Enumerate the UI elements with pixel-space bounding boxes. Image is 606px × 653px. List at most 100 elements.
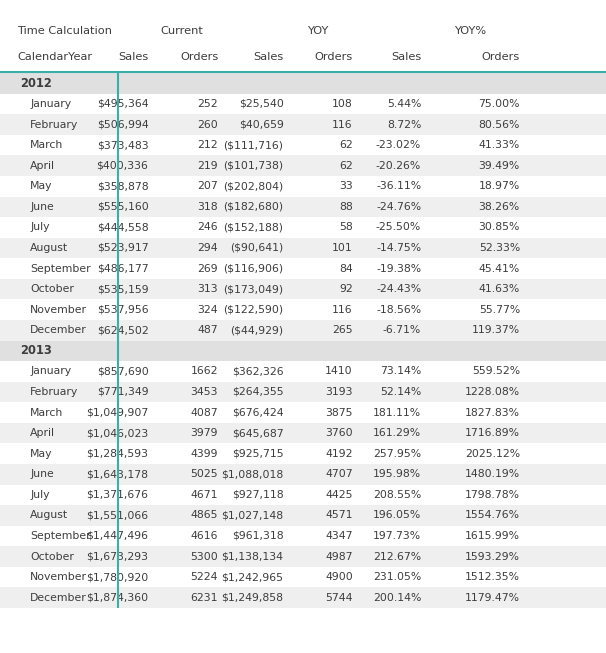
Text: 1827.83%: 1827.83% bbox=[465, 407, 520, 417]
Text: 45.41%: 45.41% bbox=[479, 264, 520, 274]
Text: 4865: 4865 bbox=[191, 511, 218, 520]
Text: 58: 58 bbox=[339, 223, 353, 232]
Text: 4571: 4571 bbox=[325, 511, 353, 520]
Text: November: November bbox=[30, 572, 87, 582]
Text: ($101,738): ($101,738) bbox=[224, 161, 284, 170]
Text: ($116,906): ($116,906) bbox=[224, 264, 284, 274]
Text: YOY%: YOY% bbox=[454, 26, 487, 37]
Text: 294: 294 bbox=[198, 243, 218, 253]
Text: $523,917: $523,917 bbox=[97, 243, 148, 253]
Text: 1554.76%: 1554.76% bbox=[465, 511, 520, 520]
Text: $537,956: $537,956 bbox=[97, 305, 148, 315]
Text: $373,483: $373,483 bbox=[97, 140, 148, 150]
Text: 116: 116 bbox=[332, 305, 353, 315]
Text: Current: Current bbox=[161, 26, 203, 37]
Text: 5224: 5224 bbox=[191, 572, 218, 582]
Text: 4192: 4192 bbox=[325, 449, 353, 458]
Text: December: December bbox=[30, 593, 87, 603]
Text: 161.29%: 161.29% bbox=[373, 428, 421, 438]
Text: 1410: 1410 bbox=[325, 366, 353, 376]
Text: 101: 101 bbox=[332, 243, 353, 253]
Text: 257.95%: 257.95% bbox=[373, 449, 421, 458]
Text: 5025: 5025 bbox=[190, 470, 218, 479]
Text: March: March bbox=[30, 407, 64, 417]
Bar bbox=[0, 320, 606, 341]
Text: 3979: 3979 bbox=[191, 428, 218, 438]
Bar bbox=[0, 114, 606, 135]
Text: $1,242,965: $1,242,965 bbox=[222, 572, 284, 582]
Text: $1,284,593: $1,284,593 bbox=[87, 449, 148, 458]
Text: 5300: 5300 bbox=[190, 552, 218, 562]
Text: July: July bbox=[30, 490, 50, 500]
Text: 252: 252 bbox=[198, 99, 218, 109]
Bar bbox=[0, 258, 606, 279]
Text: December: December bbox=[30, 325, 87, 335]
Text: 4987: 4987 bbox=[325, 552, 353, 562]
Text: Time Calculation: Time Calculation bbox=[17, 26, 112, 37]
Text: 195.98%: 195.98% bbox=[373, 470, 421, 479]
Text: 200.14%: 200.14% bbox=[373, 593, 421, 603]
Text: 55.77%: 55.77% bbox=[479, 305, 520, 315]
Bar bbox=[0, 547, 606, 567]
Text: 3453: 3453 bbox=[191, 387, 218, 397]
Text: $857,690: $857,690 bbox=[97, 366, 148, 376]
Text: Sales: Sales bbox=[118, 52, 148, 63]
Text: 181.11%: 181.11% bbox=[373, 407, 421, 417]
Text: 80.56%: 80.56% bbox=[479, 119, 520, 129]
Text: $486,177: $486,177 bbox=[97, 264, 148, 274]
Bar bbox=[0, 197, 606, 217]
Text: August: August bbox=[30, 511, 68, 520]
Text: 219: 219 bbox=[198, 161, 218, 170]
Bar bbox=[0, 93, 606, 114]
Text: Sales: Sales bbox=[253, 52, 284, 63]
Text: April: April bbox=[30, 428, 55, 438]
Text: 4616: 4616 bbox=[191, 531, 218, 541]
Text: ($111,716): ($111,716) bbox=[224, 140, 284, 150]
Text: January: January bbox=[30, 99, 72, 109]
Text: 3193: 3193 bbox=[325, 387, 353, 397]
Text: 18.97%: 18.97% bbox=[479, 182, 520, 191]
Text: 75.00%: 75.00% bbox=[479, 99, 520, 109]
Text: 52.14%: 52.14% bbox=[380, 387, 421, 397]
Text: 313: 313 bbox=[198, 284, 218, 294]
Text: 1798.78%: 1798.78% bbox=[465, 490, 520, 500]
Text: February: February bbox=[30, 119, 79, 129]
Text: $1,371,676: $1,371,676 bbox=[87, 490, 148, 500]
Text: ($182,680): ($182,680) bbox=[224, 202, 284, 212]
Text: $771,349: $771,349 bbox=[97, 387, 148, 397]
Bar bbox=[0, 567, 606, 588]
Text: $645,687: $645,687 bbox=[232, 428, 284, 438]
Text: 30.85%: 30.85% bbox=[479, 223, 520, 232]
Bar bbox=[0, 505, 606, 526]
Text: 1228.08%: 1228.08% bbox=[465, 387, 520, 397]
Bar bbox=[0, 238, 606, 259]
Text: 2013: 2013 bbox=[20, 344, 52, 357]
Text: CalendarYear: CalendarYear bbox=[17, 52, 92, 63]
Text: ($122,590): ($122,590) bbox=[224, 305, 284, 315]
Text: $676,424: $676,424 bbox=[232, 407, 284, 417]
Text: 62: 62 bbox=[339, 140, 353, 150]
Bar bbox=[0, 464, 606, 485]
Text: 8.72%: 8.72% bbox=[387, 119, 421, 129]
Text: -14.75%: -14.75% bbox=[376, 243, 421, 253]
Text: 246: 246 bbox=[198, 223, 218, 232]
Bar bbox=[0, 217, 606, 238]
Text: 92: 92 bbox=[339, 284, 353, 294]
Text: 2025.12%: 2025.12% bbox=[465, 449, 520, 458]
Text: 559.52%: 559.52% bbox=[472, 366, 520, 376]
Bar bbox=[0, 485, 606, 505]
Text: 1615.99%: 1615.99% bbox=[465, 531, 520, 541]
Text: 231.05%: 231.05% bbox=[373, 572, 421, 582]
Text: 1662: 1662 bbox=[191, 366, 218, 376]
Text: August: August bbox=[30, 243, 68, 253]
Text: $264,355: $264,355 bbox=[232, 387, 284, 397]
Text: 318: 318 bbox=[198, 202, 218, 212]
Text: October: October bbox=[30, 284, 74, 294]
Text: 41.33%: 41.33% bbox=[479, 140, 520, 150]
Bar bbox=[0, 155, 606, 176]
Text: $40,659: $40,659 bbox=[239, 119, 284, 129]
Text: $535,159: $535,159 bbox=[97, 284, 148, 294]
Text: 324: 324 bbox=[198, 305, 218, 315]
Text: 208.55%: 208.55% bbox=[373, 490, 421, 500]
Text: $400,336: $400,336 bbox=[96, 161, 148, 170]
